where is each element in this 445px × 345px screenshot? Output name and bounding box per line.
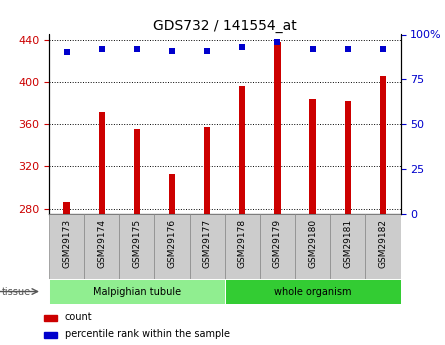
Bar — [380, 76, 386, 214]
Text: GSM29175: GSM29175 — [132, 219, 142, 268]
Bar — [119, 214, 154, 279]
Point — [380, 46, 387, 52]
Text: GSM29173: GSM29173 — [62, 219, 71, 268]
Bar — [309, 99, 316, 214]
Point — [63, 50, 70, 55]
Bar — [225, 214, 260, 279]
Point — [98, 46, 105, 52]
Bar — [330, 214, 365, 279]
Text: GSM29178: GSM29178 — [238, 219, 247, 268]
Text: percentile rank within the sample: percentile rank within the sample — [65, 329, 230, 339]
Bar — [49, 214, 84, 279]
Bar — [154, 214, 190, 279]
Bar — [44, 332, 57, 338]
Bar — [225, 279, 400, 304]
Text: tissue: tissue — [2, 287, 31, 296]
Bar — [260, 214, 295, 279]
Text: GSM29176: GSM29176 — [167, 219, 177, 268]
Bar — [98, 111, 105, 214]
Bar — [295, 214, 330, 279]
Point — [309, 46, 316, 52]
Point — [274, 39, 281, 45]
Title: GDS732 / 141554_at: GDS732 / 141554_at — [153, 19, 297, 33]
Text: GSM29182: GSM29182 — [378, 219, 388, 268]
Text: Malpighian tubule: Malpighian tubule — [93, 287, 181, 296]
Text: GSM29181: GSM29181 — [343, 219, 352, 268]
Bar — [344, 101, 351, 214]
Bar — [84, 214, 119, 279]
Text: whole organism: whole organism — [274, 287, 352, 296]
Bar — [169, 174, 175, 214]
Bar — [204, 127, 210, 214]
Bar — [49, 279, 225, 304]
Bar — [190, 214, 225, 279]
Point — [239, 44, 246, 50]
Bar — [63, 202, 70, 214]
Bar — [365, 214, 400, 279]
Text: GSM29180: GSM29180 — [308, 219, 317, 268]
Point — [169, 48, 176, 53]
Text: GSM29174: GSM29174 — [97, 219, 106, 268]
Point — [204, 48, 211, 53]
Point — [344, 46, 352, 52]
Point — [134, 46, 141, 52]
Text: GSM29177: GSM29177 — [202, 219, 212, 268]
Bar — [239, 86, 246, 214]
Bar — [134, 129, 140, 214]
Bar — [44, 315, 57, 321]
Text: GSM29179: GSM29179 — [273, 219, 282, 268]
Bar — [274, 42, 281, 214]
Text: count: count — [65, 312, 92, 322]
